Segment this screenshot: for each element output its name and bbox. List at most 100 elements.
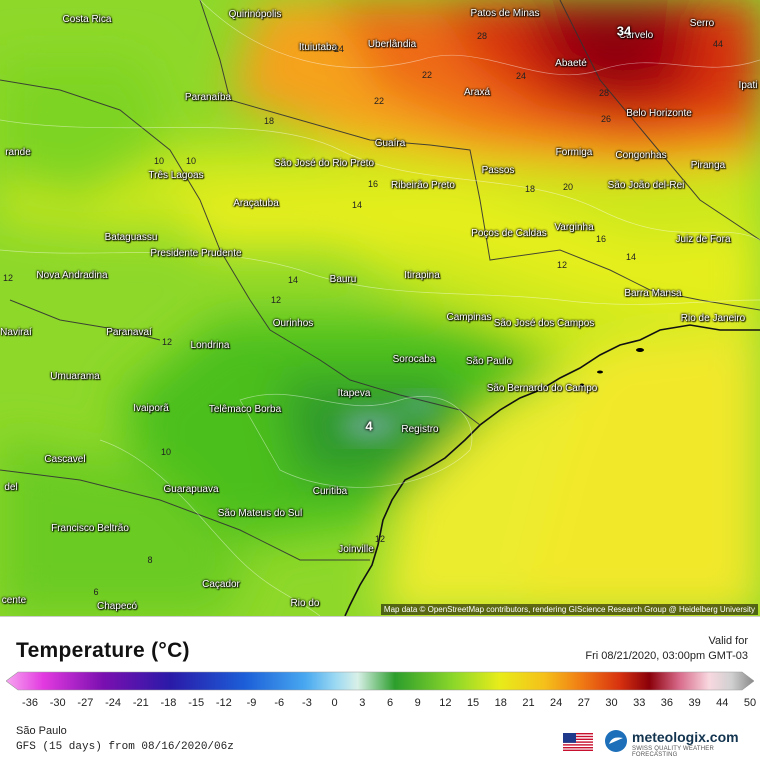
contour-lines — [0, 0, 760, 616]
colorbar-tick-label: -24 — [105, 697, 122, 709]
colorbar-tick-label: -12 — [215, 697, 232, 709]
contour-value-label: 8 — [147, 555, 153, 565]
city-label: Guarapuava — [163, 484, 219, 495]
colorbar-tick-label: -30 — [49, 697, 66, 709]
colorbar-tick-label: 27 — [577, 697, 590, 709]
colorbar-tick-label: -9 — [246, 697, 257, 709]
min-temperature-label: 4 — [365, 418, 373, 434]
colorbar-tick-label: 33 — [633, 697, 646, 709]
contour-value-label: 12 — [374, 534, 386, 544]
cold-spot — [340, 397, 442, 440]
colorbar-tick-label: -15 — [188, 697, 205, 709]
colorbar-tick-label: 3 — [359, 697, 366, 709]
city-label: Joinville — [338, 544, 374, 555]
city-label: São José do Rio Preto — [273, 158, 375, 169]
city-label: Ipati — [738, 80, 758, 91]
city-label: São José dos Campos — [493, 318, 595, 329]
contour-value-label: 14 — [287, 275, 299, 285]
map-attribution[interactable]: Map data © OpenStreetMap contributors, r… — [380, 604, 758, 615]
contour-value-label: 12 — [270, 295, 282, 305]
city-label: Paranavaí — [106, 327, 152, 338]
valid-date: Fri 08/21/2020, 03:00pm GMT-03 — [585, 650, 748, 662]
meteologix-logo-icon — [605, 730, 627, 752]
city-label: Araçatuba — [233, 198, 279, 209]
temperature-map[interactable]: Costa Rica Quirinópolis Patos de Minas Curv… — [0, 0, 760, 616]
colorbar-tick-label: -3 — [302, 697, 312, 709]
contour-value-label: 22 — [373, 96, 385, 106]
city-label: Caçador — [202, 579, 240, 590]
city-label: Rio de Janeiro — [680, 313, 746, 324]
colorbar-tick-label: -36 — [22, 697, 38, 709]
colorbar-tick-label: 18 — [494, 697, 507, 709]
city-label: Naviraí — [0, 327, 32, 338]
colorbar-tick-label: 44 — [716, 697, 729, 709]
contour-value-label: 12 — [556, 260, 568, 270]
model-run: GFS (15 days) from 08/16/2020/06z — [16, 741, 234, 753]
city-label: Rio do — [290, 598, 320, 609]
contour-value-label: 6 — [93, 587, 99, 597]
city-label: Curitiba — [312, 486, 348, 497]
contour-value-label: 20 — [562, 182, 574, 192]
colorbar-tick-label: 12 — [439, 697, 452, 709]
city-label: Três Lagoas — [148, 170, 204, 181]
contour-value-label: 18 — [524, 184, 536, 194]
city-label: Patos de Minas — [470, 8, 540, 19]
city-label: del — [4, 482, 18, 493]
city-label: Registro — [401, 424, 439, 435]
us-flag-icon[interactable] — [563, 733, 593, 751]
city-label: Ribeirão Preto — [391, 180, 455, 191]
legend-footer: Temperature (°C) Valid for Fri 08/21/202… — [0, 616, 760, 761]
meteologix-logo[interactable]: meteologix.com SWISS QUALITY WEATHER FOR… — [604, 727, 754, 758]
contour-value-label: 14 — [625, 252, 637, 262]
city-label: rande — [5, 147, 31, 158]
city-label: Campinas — [446, 312, 492, 323]
contour-value-label: 26 — [600, 114, 612, 124]
city-label: Telêmaco Borba — [208, 404, 282, 415]
temperature-colorbar — [6, 671, 754, 691]
contour-value-label: 18 — [263, 116, 275, 126]
city-label: São Paulo — [465, 356, 513, 367]
temperature-field — [0, 0, 760, 616]
city-label: Juiz de Fora — [675, 234, 731, 245]
city-label: São Mateus do Sul — [217, 508, 303, 519]
city-label: Formiga — [555, 147, 593, 158]
colorbar-tick-label: -21 — [132, 697, 149, 709]
contour-value-label: 14 — [351, 200, 363, 210]
city-label: Sorocaba — [392, 354, 436, 365]
city-label: Guaíra — [374, 138, 406, 149]
city-label: Itapeva — [337, 388, 371, 399]
city-label: Costa Rica — [62, 14, 112, 25]
contour-value-label: 10 — [185, 156, 197, 166]
colorbar-tick-label: 36 — [660, 697, 674, 709]
city-label: Belo Horizonte — [626, 108, 692, 119]
contour-value-label: 12 — [2, 273, 14, 283]
colorbar-tick-label: 9 — [414, 697, 421, 709]
city-label: Umuarama — [50, 371, 100, 382]
colorbar-tick-label: 21 — [522, 697, 535, 709]
city-label: Nova Andradina — [36, 270, 108, 281]
city-label: Passos — [481, 165, 515, 176]
city-label: São Bernardo do Campo — [486, 383, 598, 394]
legend-title: Temperature (°C) — [16, 639, 190, 662]
city-label: Francisco Beltrão — [51, 523, 129, 534]
colorbar-tick-label: 0 — [331, 697, 338, 709]
city-label: Serro — [689, 18, 715, 29]
city-label: Curvelo — [618, 30, 654, 41]
islands — [580, 348, 644, 387]
contour-value-label: 12 — [161, 337, 173, 347]
contour-value-label: 24 — [515, 71, 527, 81]
city-label: Araxá — [463, 87, 491, 98]
city-label: Itirapina — [404, 270, 440, 281]
logo-subtitle: SWISS QUALITY WEATHER FORECASTING — [632, 746, 714, 758]
contour-value-label: 44 — [712, 39, 724, 49]
state-borders — [0, 0, 760, 561]
contour-value-label: 22 — [421, 70, 433, 80]
max-temperature-label: 34 — [616, 23, 632, 39]
city-label: Poços de Caldas — [471, 228, 547, 239]
city-label: Ourinhos — [272, 318, 314, 329]
contour-value-label: 28 — [598, 88, 610, 98]
city-label: Quirinópolis — [228, 9, 282, 20]
colorbar-tick-label: 6 — [386, 697, 394, 709]
map-canvas — [0, 0, 760, 616]
city-label: Londrina — [190, 340, 230, 351]
